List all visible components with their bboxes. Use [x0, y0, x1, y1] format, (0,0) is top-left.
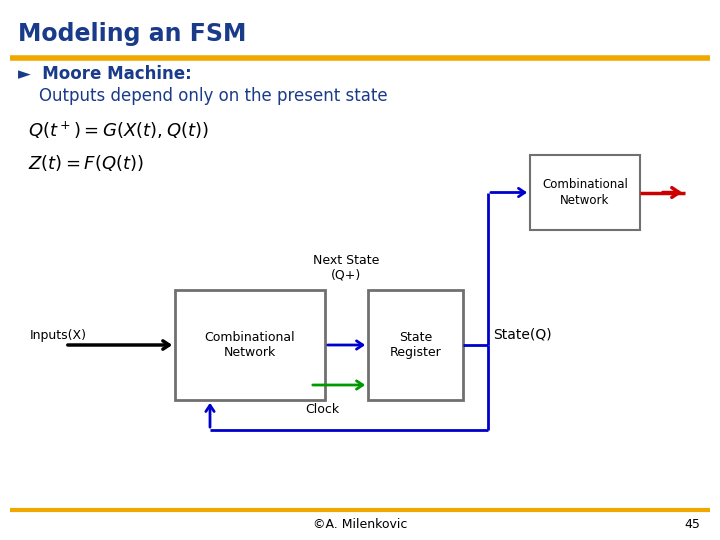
Text: Outputs depend only on the present state: Outputs depend only on the present state [18, 87, 387, 105]
Bar [530, 155, 640, 230]
Text: $Q(t^+) = G(X(t), Q(t))$: $Q(t^+) = G(X(t), Q(t))$ [28, 120, 209, 141]
Text: Combinational
Network: Combinational Network [204, 331, 295, 359]
Text: $Z(t) = F(Q(t))$: $Z(t) = F(Q(t))$ [28, 153, 144, 173]
Text: Combinational
Network: Combinational Network [542, 179, 628, 206]
Text: State
Register: State Register [390, 331, 441, 359]
Text: Inputs(X): Inputs(X) [30, 329, 87, 342]
Text: Next State
(Q+): Next State (Q+) [313, 254, 379, 282]
Text: 45: 45 [684, 518, 700, 531]
Bar [368, 290, 463, 400]
Text: Clock: Clock [305, 403, 339, 416]
Text: ©A. Milenkovic: ©A. Milenkovic [312, 518, 408, 531]
Text: Modeling an FSM: Modeling an FSM [18, 22, 246, 46]
Bar [175, 290, 325, 400]
Text: State(Q): State(Q) [493, 328, 552, 342]
Text: ►  Moore Machine:: ► Moore Machine: [18, 65, 192, 83]
